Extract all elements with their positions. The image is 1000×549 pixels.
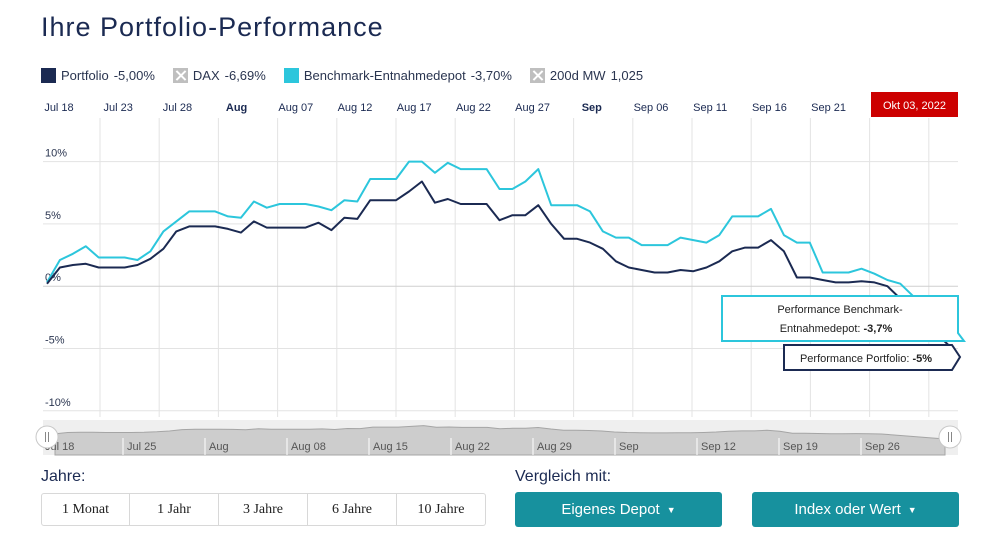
y-axis-label: 5% [45, 210, 61, 222]
legend-value: 1,025 [610, 68, 644, 83]
dax-disabled-icon [172, 68, 188, 83]
performance-chart[interactable]: Jul 18 Jul 23 Jul 28 Aug Aug 07 Aug 12 Aug 17 A… [0, 88, 1000, 458]
legend-value: -6,69% [224, 68, 266, 83]
top-axis-label: Sep 21 [811, 102, 846, 114]
top-axis-label: Aug 22 [456, 102, 491, 114]
legend-item-benchmark[interactable]: Benchmark-Entnahmedepot -3,70% [283, 68, 512, 83]
legend-label: Portfolio [61, 68, 109, 83]
navigator-label: Sep 26 [865, 441, 900, 453]
navigator-label: Jul 25 [127, 441, 156, 453]
top-axis-label: Sep 06 [634, 102, 669, 114]
tooltip-portfolio-box [783, 344, 962, 371]
navigator-area [54, 425, 946, 456]
navigator-label: Aug 08 [291, 441, 326, 453]
legend-item-200d-mw[interactable]: 200d MW 1,025 [529, 68, 644, 83]
current-date-label: Okt 03, 2022 [883, 100, 946, 112]
page-title: Ihre Portfolio-Performance [41, 12, 384, 42]
tooltip-benchmark-box [721, 295, 966, 342]
legend-value: -3,70% [470, 68, 512, 83]
top-axis-label: Sep 16 [752, 102, 787, 114]
y-axis-label: -5% [45, 334, 65, 346]
handle-knob-icon [938, 425, 962, 449]
series-line-benchmark-entnahmedepot [46, 160, 953, 334]
year-button-10-jahre[interactable]: 10 Jahre [397, 493, 486, 526]
tooltip-portfolio-text: Performance Portfolio: -5% [800, 353, 932, 365]
legend-label: Benchmark-Entnahmedepot [303, 68, 466, 83]
top-axis-label: Aug 07 [278, 102, 313, 114]
year-button-6-jahre[interactable]: 6 Jahre [308, 493, 397, 526]
mw-disabled-icon [529, 68, 545, 83]
top-axis-label: Jul 18 [44, 102, 73, 114]
legend-label: 200d MW [549, 68, 606, 83]
y-axis-label: 10% [45, 148, 67, 160]
year-button-1-jahr[interactable]: 1 Jahr [130, 493, 219, 526]
eigenes-depot-dropdown[interactable]: Eigenes Depot ▼ [515, 492, 722, 527]
compare-label: Vergleich mit: [515, 468, 612, 485]
portfolio-swatch-icon [41, 68, 56, 83]
tooltip-benchmark-line2: Entnahmedepot: -3,7% [780, 323, 893, 335]
navigator-label: Sep [619, 441, 639, 453]
top-axis-label: Sep [582, 102, 602, 114]
top-axis-label: Sep 11 [693, 102, 727, 114]
index-oder-wert-dropdown[interactable]: Index oder Wert ▼ [752, 492, 959, 527]
navigator-left-handle[interactable] [35, 425, 59, 449]
years-label: Jahre: [41, 468, 86, 485]
caret-down-icon: ▼ [666, 504, 676, 515]
top-axis-label: Aug 17 [397, 102, 432, 114]
legend-value: -5,00% [113, 68, 155, 83]
year-range-selector: 1 Monat 1 Jahr 3 Jahre 6 Jahre 10 Jahre [41, 493, 486, 526]
top-axis-label: Aug 27 [515, 102, 550, 114]
chart-legend: Portfolio -5,00% DAX -6,69% Benchmark-En… [41, 68, 661, 83]
dropdown-label: Index oder Wert [794, 501, 901, 518]
legend-item-portfolio[interactable]: Portfolio -5,00% [41, 68, 155, 83]
top-axis-label: Jul 23 [104, 102, 133, 114]
y-axis-label: -10% [45, 397, 71, 409]
top-axis-label: Jul 28 [163, 102, 192, 114]
top-axis-label: Aug 12 [338, 102, 373, 114]
navigator-label: Aug 22 [455, 441, 490, 453]
top-axis-label: Aug [226, 102, 247, 114]
legend-label: DAX [192, 68, 220, 83]
navigator-label: Aug 29 [537, 441, 572, 453]
series-line-portfolio [46, 180, 953, 350]
navigator-right-handle[interactable] [938, 425, 962, 449]
caret-down-icon: ▼ [907, 504, 917, 515]
navigator-label: Sep 12 [701, 441, 736, 453]
navigator-label: Sep 19 [783, 441, 818, 453]
navigator-label: Aug [209, 441, 229, 453]
handle-knob-icon [35, 425, 59, 449]
year-button-3-jahre[interactable]: 3 Jahre [219, 493, 308, 526]
benchmark-swatch-icon [283, 68, 299, 83]
tooltip-portfolio-value: -5% [912, 353, 932, 365]
tooltip-benchmark-value: -3,7% [864, 323, 893, 335]
tooltip-benchmark-line1: Performance Benchmark- [777, 304, 903, 316]
dropdown-label: Eigenes Depot [561, 501, 660, 518]
current-date-badge [871, 92, 958, 117]
navigator-label: Aug 15 [373, 441, 408, 453]
legend-item-dax[interactable]: DAX -6,69% [172, 68, 266, 83]
year-button-1-monat[interactable]: 1 Monat [41, 493, 130, 526]
